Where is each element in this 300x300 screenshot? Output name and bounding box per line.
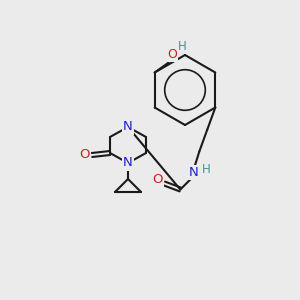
Text: N: N bbox=[123, 157, 133, 169]
Text: O: O bbox=[152, 173, 163, 186]
Text: H: H bbox=[202, 163, 211, 176]
Text: O: O bbox=[167, 48, 177, 61]
Text: N: N bbox=[123, 121, 133, 134]
Text: H: H bbox=[178, 40, 187, 53]
Text: N: N bbox=[188, 166, 198, 179]
Text: O: O bbox=[80, 148, 90, 161]
